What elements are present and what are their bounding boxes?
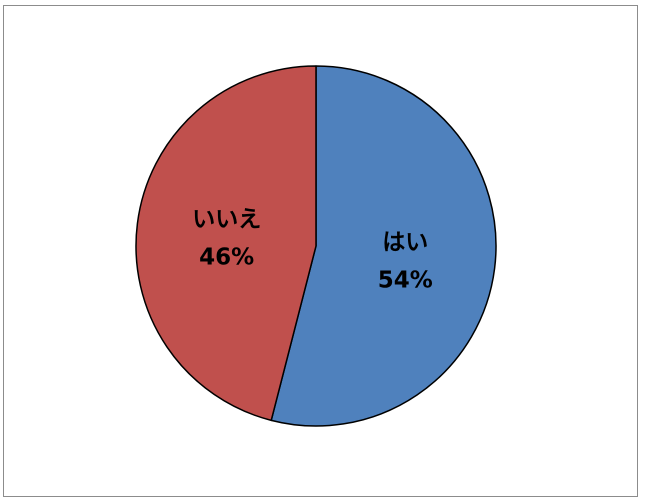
pie-slices — [135, 65, 497, 427]
pie-slice-1 — [135, 65, 317, 422]
slice-label-iie: いいえ — [192, 207, 261, 233]
slice-percent-hai: 54% — [378, 267, 433, 293]
pie-labels: はい 54% いいえ 46% — [192, 207, 433, 294]
slice-percent-iie: 46% — [199, 245, 254, 271]
pie-slice-0 — [270, 65, 497, 427]
slice-label-hai: はい — [382, 229, 428, 255]
